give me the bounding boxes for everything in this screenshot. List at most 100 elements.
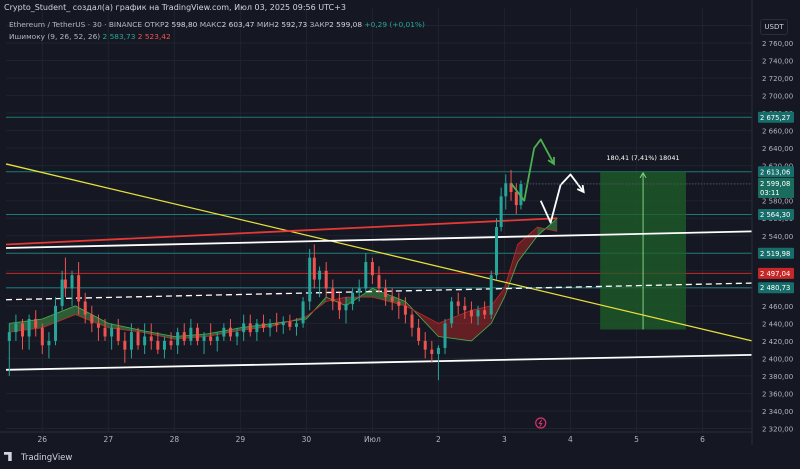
candle-down — [397, 301, 401, 306]
candle-down — [34, 318, 38, 328]
cloud-segment-bearish — [504, 244, 518, 298]
price-axis-bg — [752, 0, 800, 469]
y-tick-label: 2 440,00 — [762, 320, 793, 328]
y-tick-label: 2 760,00 — [762, 40, 793, 48]
low-label: МИН — [256, 20, 275, 29]
candle-up — [129, 332, 133, 350]
yellow-trendline — [5, 163, 753, 342]
long-position-layer[interactable]: 180,41 (7,41%) 18041 — [600, 154, 686, 330]
white-projection-path — [539, 173, 585, 224]
currency-button[interactable]: USDT — [760, 19, 788, 35]
candle-up — [47, 340, 51, 346]
cloud-segment-bearish — [491, 288, 505, 324]
candle-down — [248, 323, 252, 333]
candle-down — [417, 327, 421, 341]
y-tick-label: 2 660,00 — [762, 128, 793, 136]
symbol-legend[interactable]: Ethereum / TetherUS · 30 · BINANCE ОТКР2… — [9, 20, 425, 29]
red-trendline — [5, 217, 558, 246]
misc-layer — [535, 417, 547, 429]
candle-down — [331, 288, 335, 302]
candles-layer — [7, 170, 523, 381]
indicator-name: Ишимоку (9, 26, 52, 26) — [9, 32, 101, 41]
cloud-segment-bullish — [108, 323, 142, 333]
candle-down — [209, 336, 213, 341]
candle-up — [489, 275, 493, 315]
y-tick-label: 2 740,00 — [762, 58, 793, 66]
candle-up — [60, 279, 64, 306]
candle-down — [123, 340, 127, 350]
candle-up — [344, 304, 348, 311]
candle-up — [14, 323, 18, 333]
candle-down — [96, 323, 100, 328]
candle-down — [377, 275, 381, 289]
candle-up — [162, 340, 166, 350]
candle-down — [261, 323, 265, 328]
candle-down — [337, 301, 341, 311]
candle-up — [294, 323, 298, 327]
candle-up — [281, 321, 285, 326]
candle-down — [83, 301, 87, 315]
chart-header: Crypto_Student_ создал(а) график на Trad… — [0, 0, 800, 60]
open-label: ОТКР — [144, 20, 165, 29]
tradingview-brand: TradingView — [21, 453, 73, 463]
projection-layer — [510, 138, 585, 224]
white-projection-path-arrowhead — [576, 184, 585, 194]
publisher-line: Crypto_Student_ создал(а) график на Trad… — [4, 3, 346, 12]
candle-down — [156, 340, 160, 350]
x-tick-label: 3 — [502, 435, 507, 444]
price-level-tag — [758, 282, 794, 294]
indicator-legend[interactable]: Ишимоку (9, 26, 52, 26) 2 583,73 2 523,4… — [9, 32, 171, 41]
x-tick-label: 6 — [700, 435, 705, 444]
indicator-value-1: 2 583,73 — [102, 32, 136, 41]
candle-up — [143, 336, 147, 346]
y-tick-label: 2 320,00 — [762, 425, 793, 433]
candle-up — [308, 257, 312, 302]
lightning-icon — [538, 419, 543, 427]
candle-down — [195, 327, 199, 341]
price-level-tag — [758, 208, 794, 220]
green-projection-path — [510, 138, 555, 202]
candle-up — [436, 347, 440, 355]
cloud-segment-bearish — [438, 310, 472, 341]
candle-down — [275, 323, 279, 326]
candle-down — [149, 336, 153, 341]
candle-up — [54, 305, 58, 341]
candle-down — [509, 183, 513, 192]
upper-channel-line — [5, 230, 753, 249]
price-level-tag-label: 2 675,27 — [760, 114, 790, 122]
price-level-tag — [758, 247, 794, 259]
candle-up — [268, 323, 272, 328]
x-tick-label: 4 — [568, 435, 573, 444]
x-tick-label: 26 — [38, 435, 48, 444]
candle-up — [202, 336, 206, 341]
candle-up — [495, 227, 499, 276]
price-level-tag-label: 2 613,06 — [760, 168, 790, 176]
candle-up — [301, 301, 305, 324]
candle-down — [63, 279, 67, 289]
y-tick-label: 2 700,00 — [762, 93, 793, 101]
candle-down — [430, 349, 434, 355]
price-level-tag — [758, 267, 794, 279]
y-tick-label: 2 400,00 — [762, 355, 793, 363]
candle-down — [370, 262, 374, 276]
candle-up — [189, 327, 193, 341]
y-tick-label: 2 720,00 — [762, 75, 793, 83]
candle-down — [312, 257, 316, 280]
y-tick-label: 2 540,00 — [762, 233, 793, 241]
cloud-segment-bullish — [372, 288, 406, 306]
candle-up — [476, 310, 480, 317]
tradingview-logo-icon — [4, 452, 12, 461]
candle-down — [423, 340, 427, 350]
candle-down — [410, 314, 414, 328]
green-projection-path-arrowhead — [547, 156, 555, 166]
candle-down — [90, 314, 94, 324]
candle-up — [242, 323, 246, 333]
y-tick-label: 2 360,00 — [762, 390, 793, 398]
tradingview-logo[interactable]: TradingView — [4, 452, 72, 463]
candle-up — [110, 327, 114, 337]
change-value: +0,29 (+0,01%) — [364, 20, 425, 29]
price-level-tag-label: 2 480,73 — [760, 284, 790, 292]
candle-down — [324, 270, 328, 289]
